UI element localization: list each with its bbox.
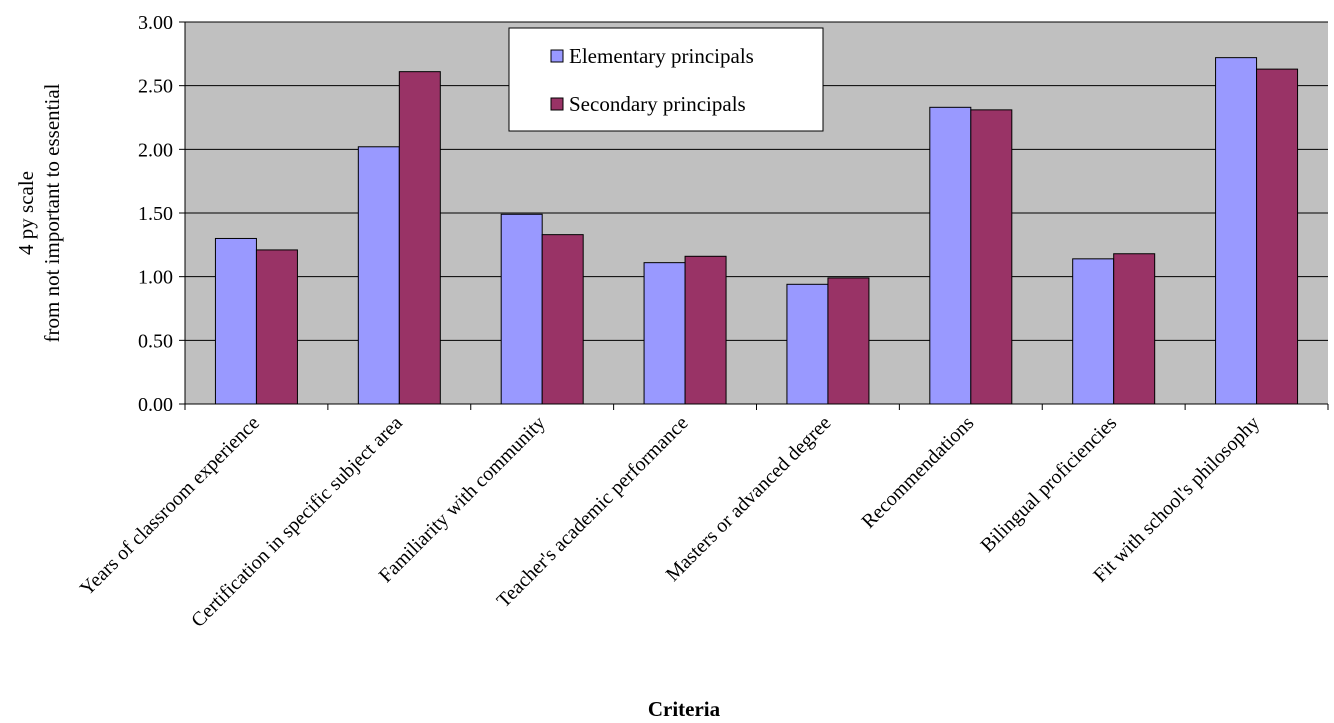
bars bbox=[214, 57, 1299, 405]
bar-elementary bbox=[214, 237, 257, 405]
legend-label-elementary: Elementary principals bbox=[569, 44, 754, 68]
bar-secondary bbox=[970, 109, 1013, 405]
y-tick-label: 2.00 bbox=[138, 139, 173, 161]
category-label: Bilingual proficiencies bbox=[976, 412, 1121, 557]
y-tick-label: 0.00 bbox=[138, 394, 173, 416]
category-label: Fit with school's philosophy bbox=[1089, 412, 1264, 587]
bar-elementary bbox=[357, 146, 400, 405]
y-tick-label: 0.50 bbox=[138, 330, 173, 352]
legend-label-secondary: Secondary principals bbox=[569, 92, 746, 116]
bar-secondary bbox=[255, 249, 298, 405]
bar-elementary bbox=[929, 106, 972, 405]
legend-swatch-elementary bbox=[550, 49, 564, 63]
x-ticks bbox=[184, 404, 1329, 410]
legend: Elementary principals Secondary principa… bbox=[508, 27, 824, 132]
x-axis-title: Criteria bbox=[648, 697, 721, 721]
category-label: Masters or advanced degree bbox=[662, 412, 836, 586]
bar-elementary bbox=[643, 262, 686, 405]
y-ticks: 0.00 0.50 1.00 1.50 2.00 2.50 3.00 bbox=[138, 12, 185, 416]
y-tick-label: 2.50 bbox=[138, 76, 173, 98]
category-labels: Years of classroom experienceCertificati… bbox=[76, 412, 1264, 632]
bar-elementary bbox=[1215, 57, 1258, 405]
y-axis-title-line-1: 4 py scale bbox=[14, 171, 38, 255]
category-label: Familiarity with community bbox=[375, 412, 550, 587]
legend-box bbox=[508, 27, 824, 132]
bar-secondary bbox=[827, 277, 870, 405]
bar-secondary bbox=[1256, 68, 1299, 405]
y-tick-label: 1.00 bbox=[138, 267, 173, 289]
bar-secondary bbox=[1113, 253, 1156, 405]
y-tick-label: 3.00 bbox=[138, 12, 173, 34]
legend-swatch-secondary bbox=[550, 97, 564, 111]
bar-secondary bbox=[684, 255, 727, 405]
bar-elementary bbox=[500, 213, 543, 405]
y-tick-label: 1.50 bbox=[138, 203, 173, 225]
y-axis-title-line-2: from not important to essential bbox=[40, 83, 64, 342]
category-label: Recommendations bbox=[858, 412, 979, 533]
bar-secondary bbox=[398, 71, 441, 405]
bar-secondary bbox=[541, 234, 584, 405]
bar-elementary bbox=[1072, 258, 1115, 405]
bar-elementary bbox=[786, 283, 829, 405]
